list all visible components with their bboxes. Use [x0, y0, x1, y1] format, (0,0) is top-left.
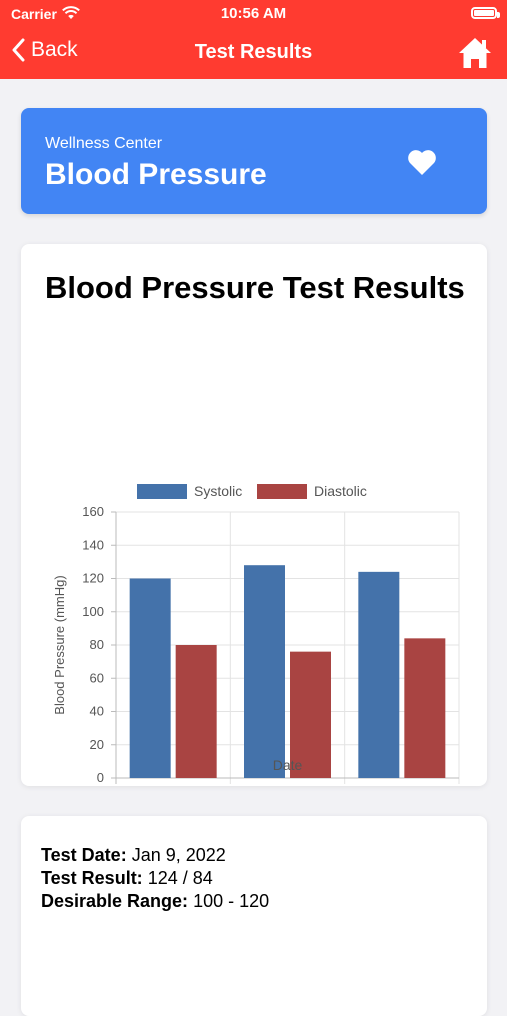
chevron-left-icon — [12, 38, 25, 62]
heart-icon — [408, 150, 436, 175]
bar-systolic-1 — [244, 565, 285, 778]
y-tick-label: 0 — [97, 770, 104, 785]
y-tick-label: 120 — [82, 571, 104, 586]
card-title: Blood Pressure Test Results — [45, 270, 465, 305]
y-tick-label: 80 — [90, 637, 104, 652]
bar-systolic-2 — [358, 571, 400, 778]
desirable-range-label: Desirable Range: — [41, 891, 189, 911]
bar-diastolic-0 — [175, 645, 217, 778]
desirable-range-value: 100 - 120 — [193, 891, 270, 911]
test-date-value: Jan 9, 2022 — [131, 845, 226, 865]
details-card: Test Date: Jan 9, 2022 Test Result: 124 … — [21, 816, 487, 1016]
desirable-range-row: Desirable Range: 100 - 120 — [41, 891, 269, 912]
content: Wellness Center Blood Pressure Blood Pre… — [0, 79, 507, 1016]
y-tick-label: 20 — [90, 737, 104, 752]
y-tick-label: 140 — [82, 537, 104, 552]
clock: 10:56 AM — [220, 5, 287, 22]
bar-diastolic-1 — [290, 651, 331, 778]
test-result-value: 124 / 84 — [147, 868, 213, 888]
y-tick-label: 40 — [90, 704, 104, 719]
back-label: Back — [31, 38, 78, 61]
bar-diastolic-2 — [404, 638, 446, 778]
bar-systolic-0 — [129, 578, 171, 778]
y-axis-label: Blood Pressure (mmHg) — [52, 575, 67, 714]
x-axis-label: Date — [273, 757, 303, 773]
legend-label-systolic: Systolic — [194, 483, 242, 499]
wellness-banner: Wellness Center Blood Pressure — [21, 108, 487, 214]
legend-label-diastolic: Diastolic — [314, 483, 367, 499]
y-tick-label: 160 — [82, 504, 104, 519]
top-bar: Carrier 10:56 AM Back Test Results — [0, 0, 507, 79]
banner-title: Blood Pressure — [45, 158, 267, 191]
test-date-label: Test Date: — [41, 845, 127, 865]
home-icon[interactable] — [457, 36, 493, 70]
battery-icon — [471, 7, 500, 19]
y-tick-label: 60 — [90, 670, 104, 685]
back-button[interactable]: Back — [11, 38, 78, 62]
legend-swatch-systolic — [137, 484, 187, 499]
bp-bar-chart: 020406080100120140160May 6Dec 9Jan 9Date… — [52, 483, 460, 785]
test-date-row: Test Date: Jan 9, 2022 — [41, 845, 226, 866]
results-card: Blood Pressure Test Results 0 20 40 60 80 100… — [21, 244, 487, 786]
test-result-row: Test Result: 124 / 84 — [41, 868, 213, 889]
carrier-label: Carrier — [11, 6, 57, 22]
y-tick-label: 100 — [82, 604, 104, 619]
status-bar: Carrier 10:56 AM — [0, 0, 507, 28]
test-result-label: Test Result: — [41, 868, 143, 888]
page-title: Test Results — [194, 41, 313, 63]
legend-swatch-diastolic — [257, 484, 307, 499]
wifi-icon — [62, 6, 80, 19]
banner-subtitle: Wellness Center — [45, 135, 163, 152]
nav-bar: Back Test Results — [0, 28, 507, 79]
